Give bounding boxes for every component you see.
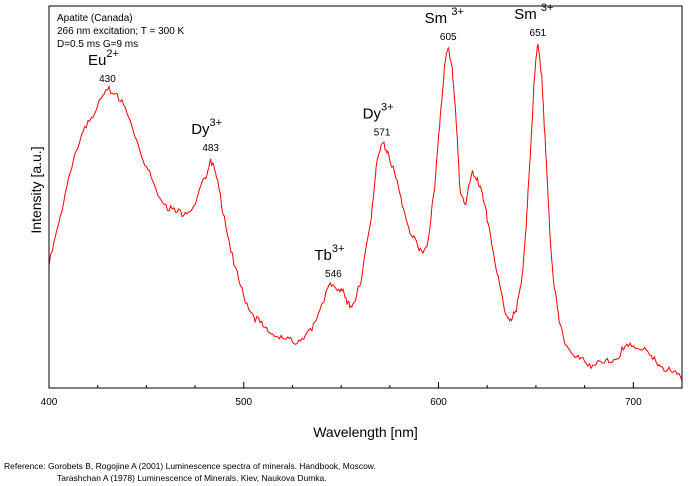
peak-wavelength-label: 571 — [374, 128, 391, 139]
ion-symbol: Sm — [514, 6, 541, 23]
ion-charge: 2+ — [106, 48, 119, 60]
sample-info: Apatite (Canada) 266 nm excitation; T = 3… — [57, 13, 185, 50]
reference-line-2: Tarashchan A (1978) Luminescence of Mine… — [57, 473, 327, 483]
x-tick-label: 700 — [625, 397, 642, 408]
ion-symbol: Dy — [191, 121, 210, 138]
peak-wavelength-label: 430 — [99, 74, 116, 85]
ion-label: Dy3+ — [191, 117, 222, 138]
x-axis-title: Wavelength [nm] — [313, 424, 418, 440]
ion-symbol: Eu — [88, 52, 106, 69]
sample-info-line: 266 nm excitation; T = 300 K — [57, 26, 185, 37]
reference-block: Reference: Gorobets B, Rogojine A (2001)… — [4, 460, 376, 484]
ion-symbol: Sm — [425, 10, 452, 27]
ion-label: Sm 3+ — [514, 2, 553, 23]
peak-wavelength-label: 546 — [325, 269, 342, 280]
peak-wavelength-label: 605 — [440, 32, 457, 43]
x-tick-label: 500 — [235, 397, 252, 408]
x-tick-label: 400 — [41, 397, 58, 408]
sample-info-line: D=0.5 ms G=9 ms — [57, 39, 138, 50]
y-axis-title: Intensity [a.u.] — [28, 146, 44, 233]
ion-symbol: Dy — [363, 106, 382, 123]
reference-line-1: Reference: Gorobets B, Rogojine A (2001)… — [4, 461, 376, 471]
plot-frame — [48, 5, 683, 389]
ion-label: Tb3+ — [314, 243, 344, 264]
sample-info-line: Apatite (Canada) — [57, 13, 133, 24]
ion-charge: 3+ — [381, 102, 394, 114]
ion-label: Dy3+ — [363, 102, 394, 123]
ion-label: Eu2+ — [88, 48, 119, 69]
ion-charge: 3+ — [451, 6, 464, 18]
ion-symbol: Tb — [314, 247, 332, 264]
ion-charge: 3+ — [541, 2, 554, 14]
x-tick-label: 600 — [430, 397, 447, 408]
ion-charge: 3+ — [332, 243, 345, 255]
ion-charge: 3+ — [210, 117, 223, 129]
spectrum-line — [48, 44, 683, 381]
ion-label: Sm 3+ — [425, 6, 464, 27]
peak-wavelength-label: 651 — [530, 28, 547, 39]
peak-wavelength-label: 483 — [202, 143, 219, 154]
x-axis-ticks: 400 500 600 700 — [41, 382, 642, 408]
